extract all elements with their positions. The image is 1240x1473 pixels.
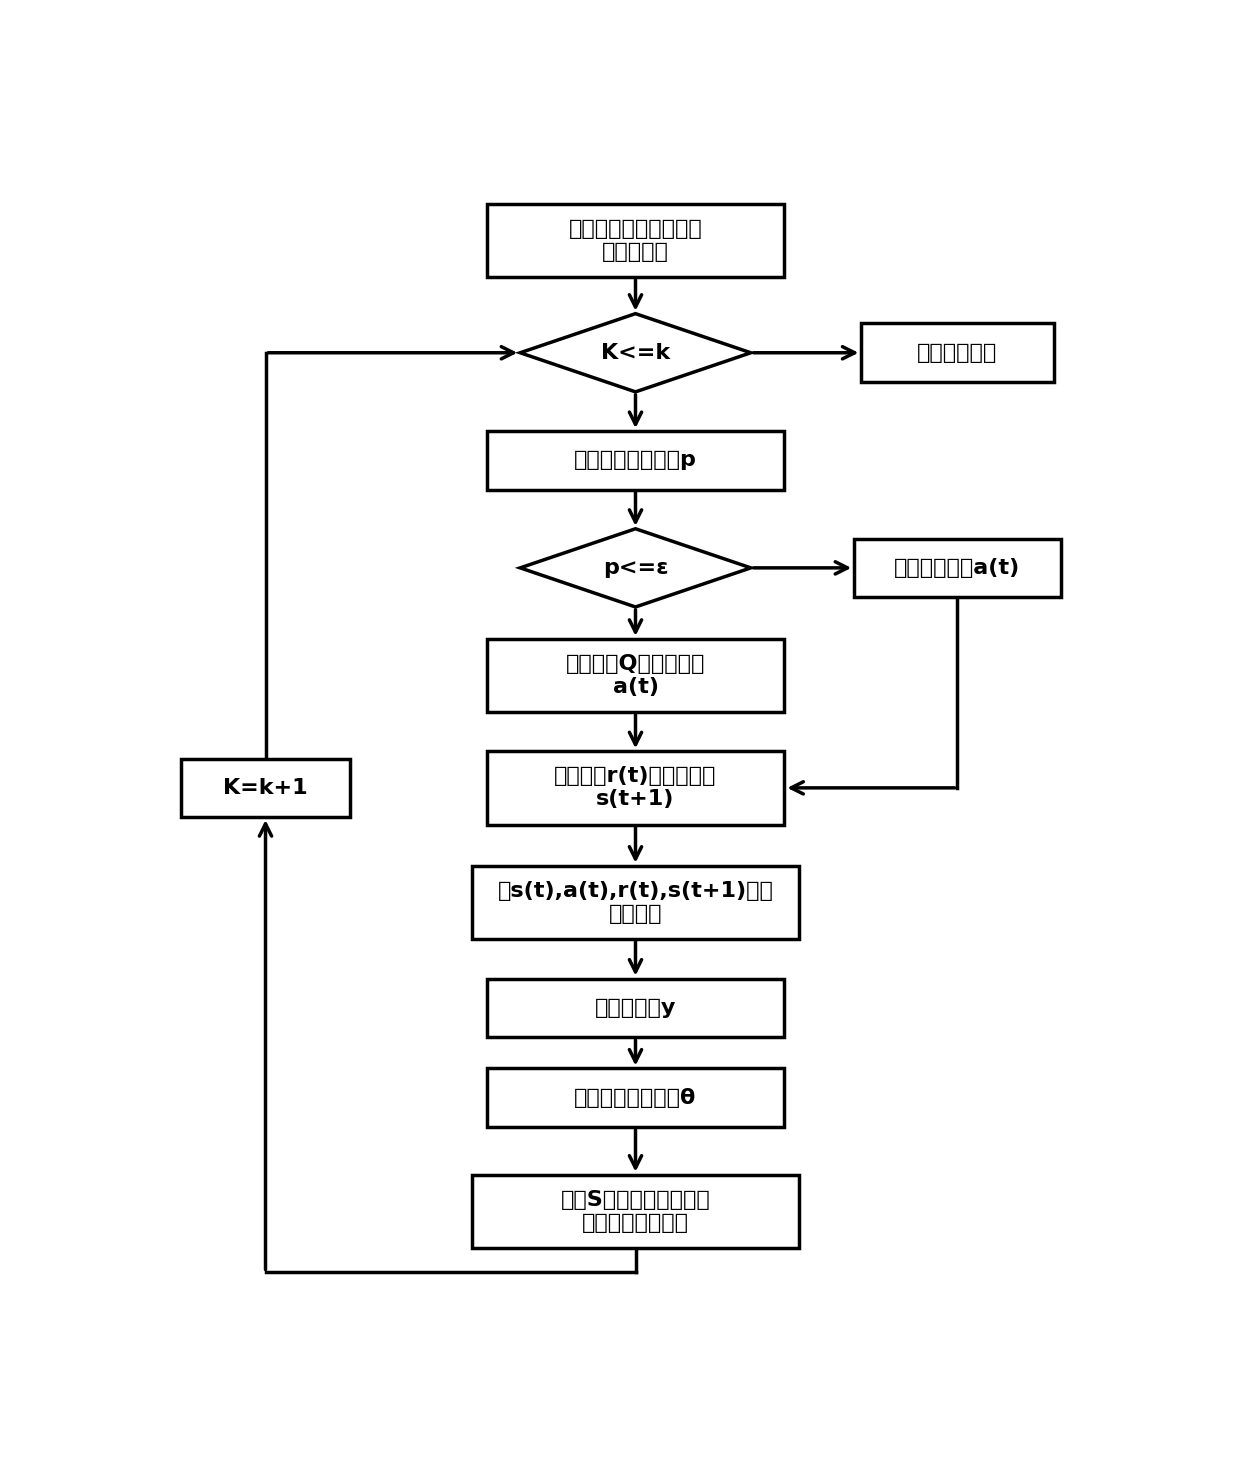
Text: 初始化现有网络目标网
络和记忆库: 初始化现有网络目标网 络和记忆库 — [569, 218, 702, 262]
Polygon shape — [521, 529, 751, 607]
Text: 将s(t),a(t),r(t),s(t+1)保存
到记忆库: 将s(t),a(t),r(t),s(t+1)保存 到记忆库 — [497, 881, 774, 924]
FancyBboxPatch shape — [862, 324, 1054, 382]
FancyBboxPatch shape — [472, 866, 799, 938]
Text: 根据最大Q值选取动作
a(t): 根据最大Q值选取动作 a(t) — [565, 654, 706, 697]
Text: 随机选择动作a(t): 随机选择动作a(t) — [894, 558, 1021, 577]
FancyBboxPatch shape — [486, 203, 785, 277]
FancyBboxPatch shape — [181, 759, 350, 818]
FancyBboxPatch shape — [486, 432, 785, 489]
FancyBboxPatch shape — [486, 751, 785, 825]
Text: 更新现有网络参数θ: 更新现有网络参数θ — [574, 1089, 697, 1108]
FancyBboxPatch shape — [486, 1068, 785, 1127]
Text: 计算目标值y: 计算目标值y — [595, 997, 676, 1018]
Text: K=k+1: K=k+1 — [223, 778, 308, 798]
Text: p<=ε: p<=ε — [603, 558, 668, 577]
FancyBboxPatch shape — [486, 978, 785, 1037]
Text: K<=k: K<=k — [601, 343, 670, 362]
Text: 每隔S步将现有网络的参
数赋值给目标网络: 每隔S步将现有网络的参 数赋值给目标网络 — [560, 1190, 711, 1233]
FancyBboxPatch shape — [472, 1174, 799, 1248]
Text: 得到最佳决策: 得到最佳决策 — [918, 343, 997, 362]
Text: 得到奖励r(t)，下一状态
s(t+1): 得到奖励r(t)，下一状态 s(t+1) — [554, 766, 717, 810]
Text: 随机选择一个概率p: 随机选择一个概率p — [574, 451, 697, 470]
Polygon shape — [521, 314, 751, 392]
FancyBboxPatch shape — [486, 639, 785, 711]
FancyBboxPatch shape — [854, 539, 1060, 597]
